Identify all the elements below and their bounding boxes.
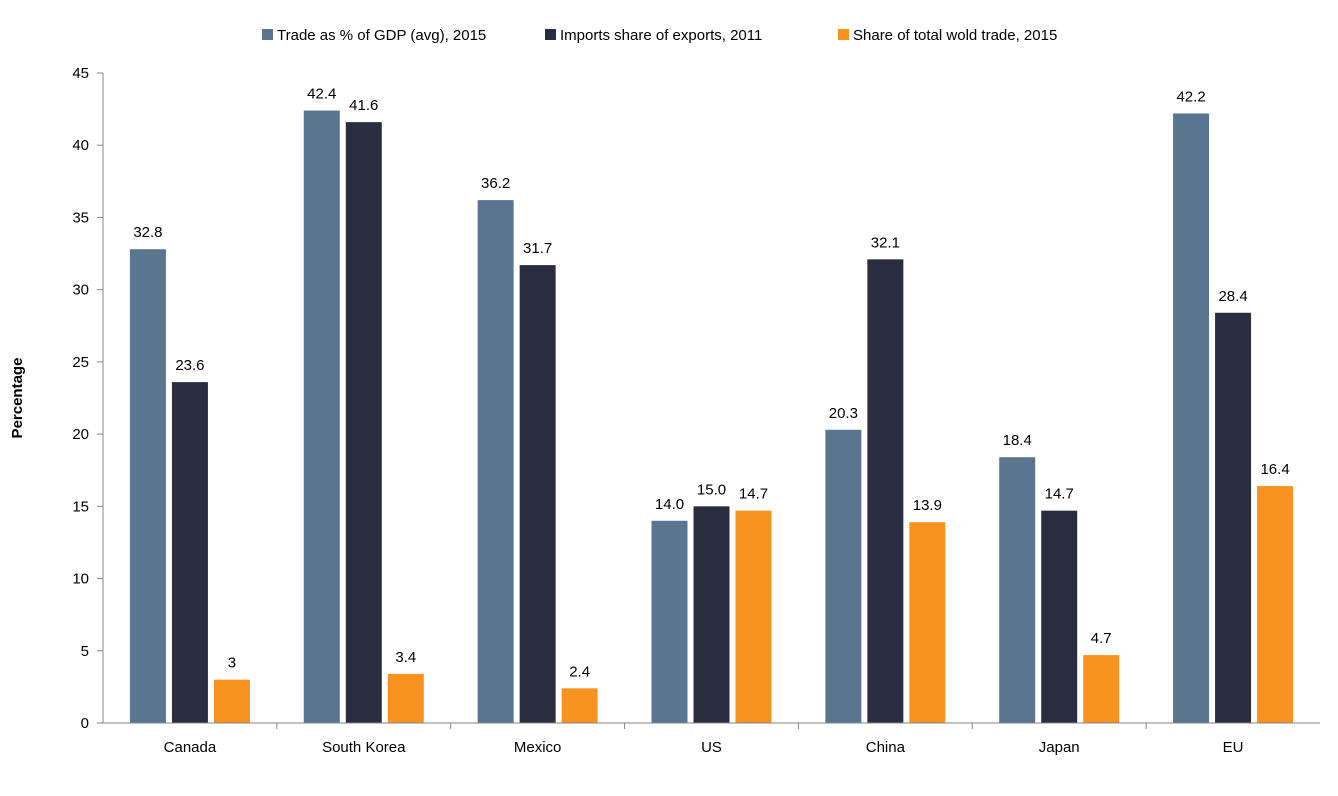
- data-label-china-series-2: 32.1: [871, 234, 900, 251]
- bar-south-korea-series-2: [345, 122, 382, 724]
- bar-us-series-2: [693, 506, 730, 723]
- data-label-us-series-3: 14.7: [739, 486, 768, 503]
- y-tick-label: 35: [72, 209, 89, 226]
- data-label-mexico-series-1: 36.2: [481, 175, 510, 192]
- legend-label-series-3: Share of total wold trade, 2015: [853, 27, 1057, 44]
- legend: Trade as % of GDP (avg), 2015 Imports sha…: [262, 27, 1057, 44]
- category-label-japan: Japan: [1039, 739, 1080, 756]
- bar-japan-series-1: [999, 457, 1036, 723]
- data-label-china-series-1: 20.3: [829, 405, 858, 422]
- bar-south-korea-series-3: [387, 673, 424, 723]
- category-label-china: China: [866, 739, 906, 756]
- data-label-eu-series-3: 16.4: [1260, 461, 1289, 478]
- bar-mexico-series-2: [519, 265, 556, 723]
- bar-japan-series-3: [1083, 655, 1120, 723]
- legend-label-series-2: Imports share of exports, 2011: [560, 27, 762, 44]
- bar-japan-series-2: [1041, 510, 1078, 723]
- category-label-canada: Canada: [164, 739, 217, 756]
- y-tick-label: 10: [72, 571, 89, 588]
- y-axis: 0 5 10 15 20 25 30 35 40 45: [72, 65, 104, 732]
- bar-canada-series-2: [171, 382, 208, 723]
- bar-eu-series-3: [1257, 486, 1294, 723]
- category-label-us: US: [701, 739, 722, 756]
- data-label-south-korea-series-3: 3.4: [395, 649, 416, 666]
- category-label-south-korea: South Korea: [322, 739, 406, 756]
- legend-swatch-series-3: [838, 29, 849, 40]
- y-tick-label: 0: [81, 715, 89, 732]
- data-label-eu-series-1: 42.2: [1176, 88, 1205, 105]
- bar-us-series-3: [735, 510, 772, 723]
- bar-mexico-series-3: [561, 688, 598, 723]
- x-axis: Canada South Korea Mexico US China Japan EU: [103, 722, 1320, 756]
- category-label-eu: EU: [1223, 739, 1244, 756]
- bar-canada-series-1: [129, 249, 166, 723]
- data-label-canada-series-3: 3: [228, 655, 236, 672]
- y-tick-label: 5: [81, 643, 89, 660]
- data-label-south-korea-series-1: 42.4: [307, 86, 336, 103]
- category-label-mexico: Mexico: [514, 739, 562, 756]
- bar-china-series-2: [867, 259, 904, 723]
- bar-china-series-3: [909, 522, 946, 723]
- data-label-japan-series-3: 4.7: [1091, 630, 1112, 647]
- bar-mexico-series-1: [477, 200, 514, 724]
- data-label-china-series-3: 13.9: [913, 497, 942, 514]
- plot-area: 32.8 23.6 3 42.4 41.6 3.4 36.2 31.7 2.4 14.0 15.0 1…: [129, 86, 1294, 724]
- data-label-canada-series-2: 23.6: [175, 357, 204, 374]
- y-axis-title: Percentage: [9, 358, 26, 439]
- data-label-canada-series-1: 32.8: [133, 224, 162, 241]
- y-tick-label: 30: [72, 282, 89, 299]
- bar-canada-series-3: [213, 679, 250, 723]
- data-label-eu-series-2: 28.4: [1218, 288, 1247, 305]
- data-label-mexico-series-3: 2.4: [569, 663, 590, 680]
- y-tick-label: 40: [72, 137, 89, 154]
- data-label-us-series-2: 15.0: [697, 481, 726, 498]
- legend-swatch-series-2: [545, 29, 556, 40]
- legend-label-series-1: Trade as % of GDP (avg), 2015: [277, 27, 486, 44]
- data-label-us-series-1: 14.0: [655, 496, 684, 513]
- data-label-mexico-series-2: 31.7: [523, 240, 552, 257]
- data-label-japan-series-2: 14.7: [1045, 486, 1074, 503]
- bar-us-series-1: [651, 520, 688, 723]
- y-tick-label: 25: [72, 354, 89, 371]
- data-label-south-korea-series-2: 41.6: [349, 97, 378, 114]
- bar-south-korea-series-1: [303, 110, 340, 724]
- y-tick-label: 20: [72, 426, 89, 443]
- bar-eu-series-2: [1215, 312, 1252, 723]
- y-tick-label: 45: [72, 65, 89, 82]
- legend-swatch-series-1: [262, 29, 273, 40]
- bar-eu-series-1: [1173, 113, 1210, 723]
- bar-china-series-1: [825, 429, 862, 723]
- y-tick-label: 15: [72, 498, 89, 515]
- data-label-japan-series-1: 18.4: [1003, 432, 1032, 449]
